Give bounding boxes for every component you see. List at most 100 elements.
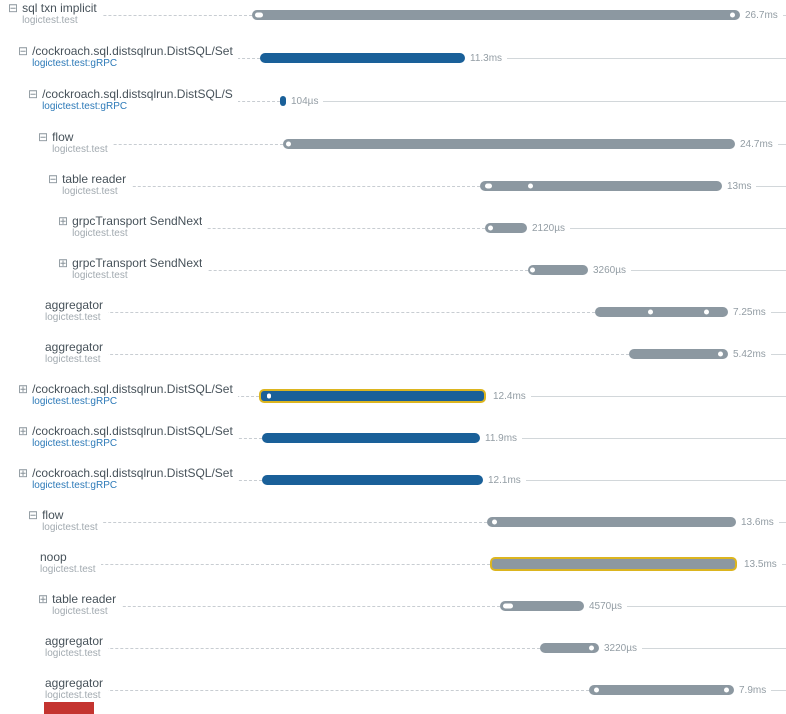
expand-toggle-icon[interactable]: ⊞ (18, 424, 29, 438)
span-label[interactable]: ⊟ sql txn implicit logictest.test (8, 2, 102, 26)
duration-area: 24.7ms (740, 138, 786, 150)
leader-line (58, 270, 528, 271)
span-label[interactable]: ⊟/cockroach.sql.distsqlrun.DistSQL/S logi… (28, 88, 238, 112)
service-name: logictest.test (45, 648, 101, 659)
timeline-rule (642, 647, 786, 649)
trace-row: ⊞/cockroach.sql.distsqlrun.DistSQL/Set lo… (0, 467, 786, 493)
log-marker-dot[interactable] (648, 309, 654, 315)
log-marker-dot[interactable] (502, 603, 513, 609)
log-marker-dot[interactable] (255, 12, 264, 18)
duration-label: 2120µs (532, 222, 566, 234)
span-label-text: sql txn implicit logictest.test (22, 2, 97, 26)
span-label-text: noop logictest.test (40, 551, 96, 575)
log-marker-dot[interactable] (491, 519, 497, 525)
span-bar[interactable] (528, 265, 588, 275)
leader-line (45, 312, 595, 313)
span-label[interactable]: ⊟ table reader logictest.test (48, 172, 132, 197)
duration-area: 4570µs (589, 600, 786, 612)
span-bar[interactable] (485, 223, 527, 233)
log-marker-dot[interactable] (528, 183, 534, 189)
expand-toggle-icon[interactable]: ⊞ (18, 382, 29, 396)
leader-line (8, 15, 252, 16)
collapse-toggle-icon[interactable]: ⊟ (18, 44, 29, 58)
leader-line (45, 690, 589, 691)
log-marker-dot[interactable] (484, 183, 492, 189)
span-bar[interactable] (595, 307, 728, 317)
span-bar[interactable] (500, 601, 584, 611)
log-marker-dot[interactable] (730, 12, 736, 18)
span-label-text: flow logictest.test (52, 131, 108, 155)
span-name: /cockroach.sql.distsqlrun.DistSQL/Set (32, 467, 233, 480)
duration-label: 12.4ms (493, 390, 526, 402)
span-label[interactable]: ⊞/cockroach.sql.distsqlrun.DistSQL/Set lo… (18, 467, 238, 491)
span-label[interactable]: ⊞ table reader logictest.test (38, 592, 122, 617)
span-label[interactable]: ⊞ grpcTransport SendNext logictest.test (58, 214, 208, 239)
span-name: table reader (62, 173, 127, 186)
span-label[interactable]: aggregator logictest.test (45, 677, 109, 701)
span-bar[interactable] (260, 53, 465, 63)
span-bar[interactable] (262, 475, 483, 485)
span-label[interactable]: ⊞ grpcTransport SendNext logictest.test (58, 256, 208, 281)
log-marker-dot[interactable] (286, 141, 292, 147)
trace-row: ⊞/cockroach.sql.distsqlrun.DistSQL/Set lo… (0, 383, 786, 409)
span-label[interactable]: aggregator logictest.test (45, 341, 109, 365)
span-label-text: grpcTransport SendNext logictest.test (72, 257, 202, 281)
duration-label: 3220µs (604, 642, 638, 654)
expand-toggle-icon[interactable]: ⊞ (58, 256, 69, 270)
trace-row: ⊟ table reader logictest.test 13ms (0, 173, 786, 199)
expand-toggle-icon[interactable]: ⊞ (58, 214, 69, 228)
collapse-toggle-icon[interactable]: ⊟ (28, 87, 39, 101)
log-marker-dot[interactable] (530, 267, 536, 273)
span-label-text: aggregator logictest.test (45, 299, 103, 323)
log-marker-dot[interactable] (588, 645, 594, 651)
expand-toggle-icon[interactable]: ⊞ (18, 466, 29, 480)
span-bar[interactable] (487, 517, 736, 527)
trace-row: aggregator logictest.test 5.42ms (0, 341, 786, 367)
collapse-toggle-icon[interactable]: ⊟ (48, 172, 59, 186)
collapse-toggle-icon[interactable]: ⊟ (38, 130, 49, 144)
collapse-toggle-icon[interactable]: ⊟ (28, 508, 39, 522)
timeline-rule (770, 353, 786, 355)
service-name: logictest.test (22, 15, 78, 26)
span-bar[interactable] (252, 10, 740, 20)
trace-row: noop logictest.test 13.5ms (0, 551, 786, 577)
span-label[interactable]: ⊞/cockroach.sql.distsqlrun.DistSQL/Set lo… (18, 383, 238, 407)
span-bar[interactable] (262, 433, 480, 443)
span-label[interactable]: ⊟ flow logictest.test (28, 509, 103, 533)
span-label[interactable]: aggregator logictest.test (45, 299, 109, 323)
service-name: logictest.test (52, 144, 108, 155)
leader-line (48, 186, 480, 187)
duration-label: 7.25ms (733, 306, 766, 318)
log-marker-dot[interactable] (593, 687, 599, 693)
span-label[interactable]: noop logictest.test (40, 551, 101, 575)
span-bar[interactable] (283, 139, 735, 149)
trace-row: aggregator logictest.test 7.9ms (0, 677, 786, 703)
span-bar[interactable] (490, 557, 737, 571)
log-marker-dot[interactable] (723, 687, 729, 693)
leader-line (28, 522, 487, 523)
duration-area: 12.1ms (488, 474, 786, 486)
duration-area: 13.6ms (741, 516, 786, 528)
span-bar[interactable] (589, 685, 734, 695)
span-bar[interactable] (259, 389, 486, 403)
span-label[interactable]: ⊟/cockroach.sql.distsqlrun.DistSQL/Set lo… (18, 45, 238, 69)
span-bar[interactable] (480, 181, 722, 191)
timeline-rule (525, 479, 786, 481)
log-marker-dot[interactable] (704, 309, 710, 315)
log-marker-dot[interactable] (487, 225, 493, 231)
trace-row: aggregator logictest.test 3220µs (0, 635, 786, 661)
trace-row: aggregator logictest.test 7.25ms (0, 299, 786, 325)
service-name: logictest.test (45, 354, 101, 365)
span-label-text: /cockroach.sql.distsqlrun.DistSQL/Set log… (32, 383, 233, 407)
collapse-toggle-icon[interactable]: ⊟ (8, 1, 19, 15)
log-marker-dot[interactable] (717, 351, 723, 357)
span-bar[interactable] (280, 96, 286, 106)
span-bar[interactable] (629, 349, 728, 359)
span-bar[interactable] (540, 643, 599, 653)
span-label[interactable]: ⊟ flow logictest.test (38, 131, 113, 155)
log-marker-dot[interactable] (266, 393, 271, 399)
span-name: flow (42, 509, 64, 522)
span-label[interactable]: ⊞/cockroach.sql.distsqlrun.DistSQL/Set lo… (18, 425, 238, 449)
span-label[interactable]: aggregator logictest.test (45, 635, 109, 659)
expand-toggle-icon[interactable]: ⊞ (38, 592, 49, 606)
